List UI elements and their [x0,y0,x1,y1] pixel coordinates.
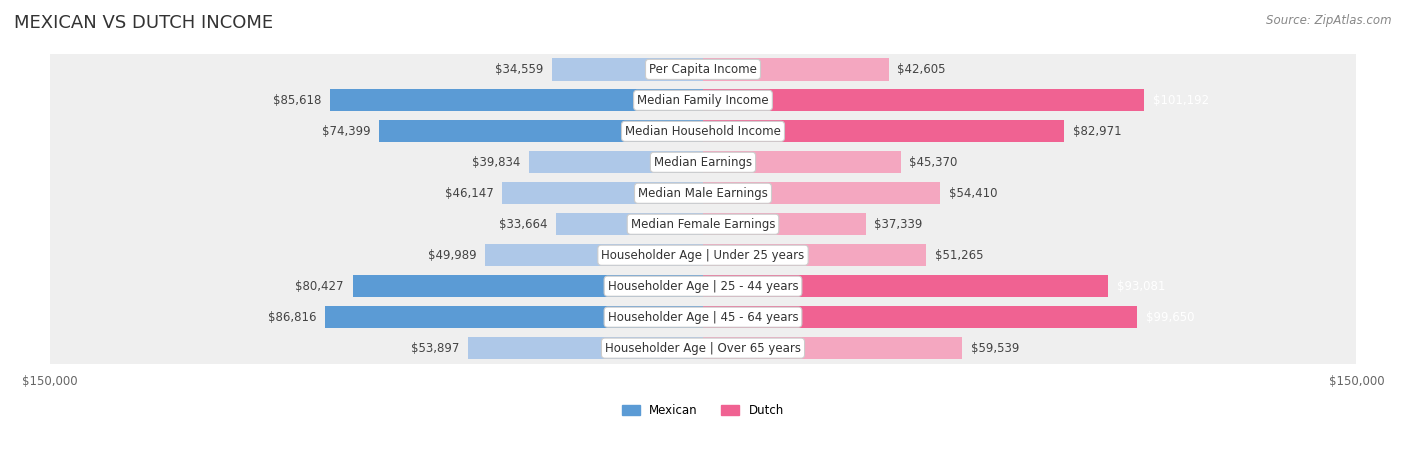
Text: Median Earnings: Median Earnings [654,156,752,169]
Text: $80,427: $80,427 [295,280,344,293]
Text: $101,192: $101,192 [1153,94,1209,107]
Text: $85,618: $85,618 [273,94,322,107]
Text: $42,605: $42,605 [897,63,946,76]
Text: $34,559: $34,559 [495,63,544,76]
Bar [557,213,703,235]
Text: Median Female Earnings: Median Female Earnings [631,218,775,231]
Text: Median Male Earnings: Median Male Earnings [638,187,768,200]
Bar [703,275,1108,297]
Bar [330,89,703,112]
Text: $45,370: $45,370 [910,156,957,169]
Legend: Mexican, Dutch: Mexican, Dutch [617,399,789,422]
Text: $86,816: $86,816 [267,311,316,324]
Text: Per Capita Income: Per Capita Income [650,63,756,76]
Bar [703,213,866,235]
Text: Source: ZipAtlas.com: Source: ZipAtlas.com [1267,14,1392,27]
Bar [49,302,1357,333]
Text: Householder Age | 25 - 44 years: Householder Age | 25 - 44 years [607,280,799,293]
Bar [703,120,1064,142]
Text: MEXICAN VS DUTCH INCOME: MEXICAN VS DUTCH INCOME [14,14,273,32]
Bar [485,244,703,266]
Bar [502,182,703,205]
Text: $82,971: $82,971 [1073,125,1122,138]
Bar [49,209,1357,240]
Bar [703,89,1144,112]
Bar [353,275,703,297]
Text: $93,081: $93,081 [1118,280,1166,293]
Text: $39,834: $39,834 [472,156,520,169]
Text: $74,399: $74,399 [322,125,370,138]
Text: $49,989: $49,989 [427,249,477,262]
Text: $59,539: $59,539 [972,342,1019,354]
Bar [703,244,927,266]
Bar [49,116,1357,147]
Text: Householder Age | Under 25 years: Householder Age | Under 25 years [602,249,804,262]
Bar [325,306,703,328]
Text: $54,410: $54,410 [949,187,997,200]
Bar [49,178,1357,209]
Text: Median Household Income: Median Household Income [626,125,780,138]
Bar [703,337,962,359]
Bar [553,58,703,80]
Bar [703,306,1137,328]
Text: $33,664: $33,664 [499,218,547,231]
Bar [468,337,703,359]
Bar [530,151,703,173]
Bar [49,271,1357,302]
Bar [49,240,1357,271]
Bar [703,58,889,80]
Text: Householder Age | Over 65 years: Householder Age | Over 65 years [605,342,801,354]
Bar [49,85,1357,116]
Bar [703,151,901,173]
Bar [378,120,703,142]
Text: $37,339: $37,339 [875,218,922,231]
Text: $53,897: $53,897 [411,342,460,354]
Text: Householder Age | 45 - 64 years: Householder Age | 45 - 64 years [607,311,799,324]
Text: Median Family Income: Median Family Income [637,94,769,107]
Bar [49,147,1357,178]
Bar [49,333,1357,364]
Text: $51,265: $51,265 [935,249,984,262]
Bar [49,54,1357,85]
Text: $99,650: $99,650 [1146,311,1194,324]
Text: $46,147: $46,147 [444,187,494,200]
Bar [703,182,941,205]
